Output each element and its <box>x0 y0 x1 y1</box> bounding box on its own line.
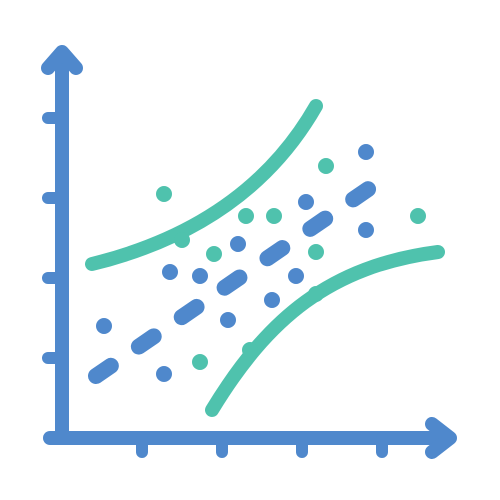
scatter-point-blue <box>220 312 236 328</box>
scatter-point-teal <box>308 286 324 302</box>
dashed-trend-line <box>88 162 404 384</box>
scatter-point-teal <box>206 246 222 262</box>
trend-line-dashes <box>88 162 404 384</box>
scatter-point-teal <box>318 158 334 174</box>
confidence-curves <box>85 99 445 417</box>
upper-confidence-curve <box>85 99 323 271</box>
scatter-point-teal <box>308 244 324 260</box>
scatter-points <box>96 144 426 382</box>
scatter-point-teal <box>174 232 190 248</box>
scatter-point-teal <box>242 342 258 358</box>
scatter-point-blue <box>264 292 280 308</box>
scatter-point-blue <box>162 264 178 280</box>
axes <box>41 45 457 459</box>
scatter-point-teal <box>266 208 282 224</box>
x-axis-arrow-icon <box>425 417 457 459</box>
scatter-point-teal <box>192 354 208 370</box>
scatter-point-teal <box>156 186 172 202</box>
scatter-point-blue <box>96 318 112 334</box>
scatter-point-blue <box>358 144 374 160</box>
y-axis-arrow-icon <box>41 45 83 75</box>
lower-confidence-curve <box>205 245 445 417</box>
scatter-point-teal <box>410 208 426 224</box>
scatter-point-teal <box>238 208 254 224</box>
scatter-point-blue <box>358 222 374 238</box>
scatter-point-blue <box>156 366 172 382</box>
scatter-point-blue <box>192 268 208 284</box>
scatter-point-blue <box>288 268 304 284</box>
scatter-point-blue <box>230 236 246 252</box>
scatter-point-blue <box>298 194 314 210</box>
